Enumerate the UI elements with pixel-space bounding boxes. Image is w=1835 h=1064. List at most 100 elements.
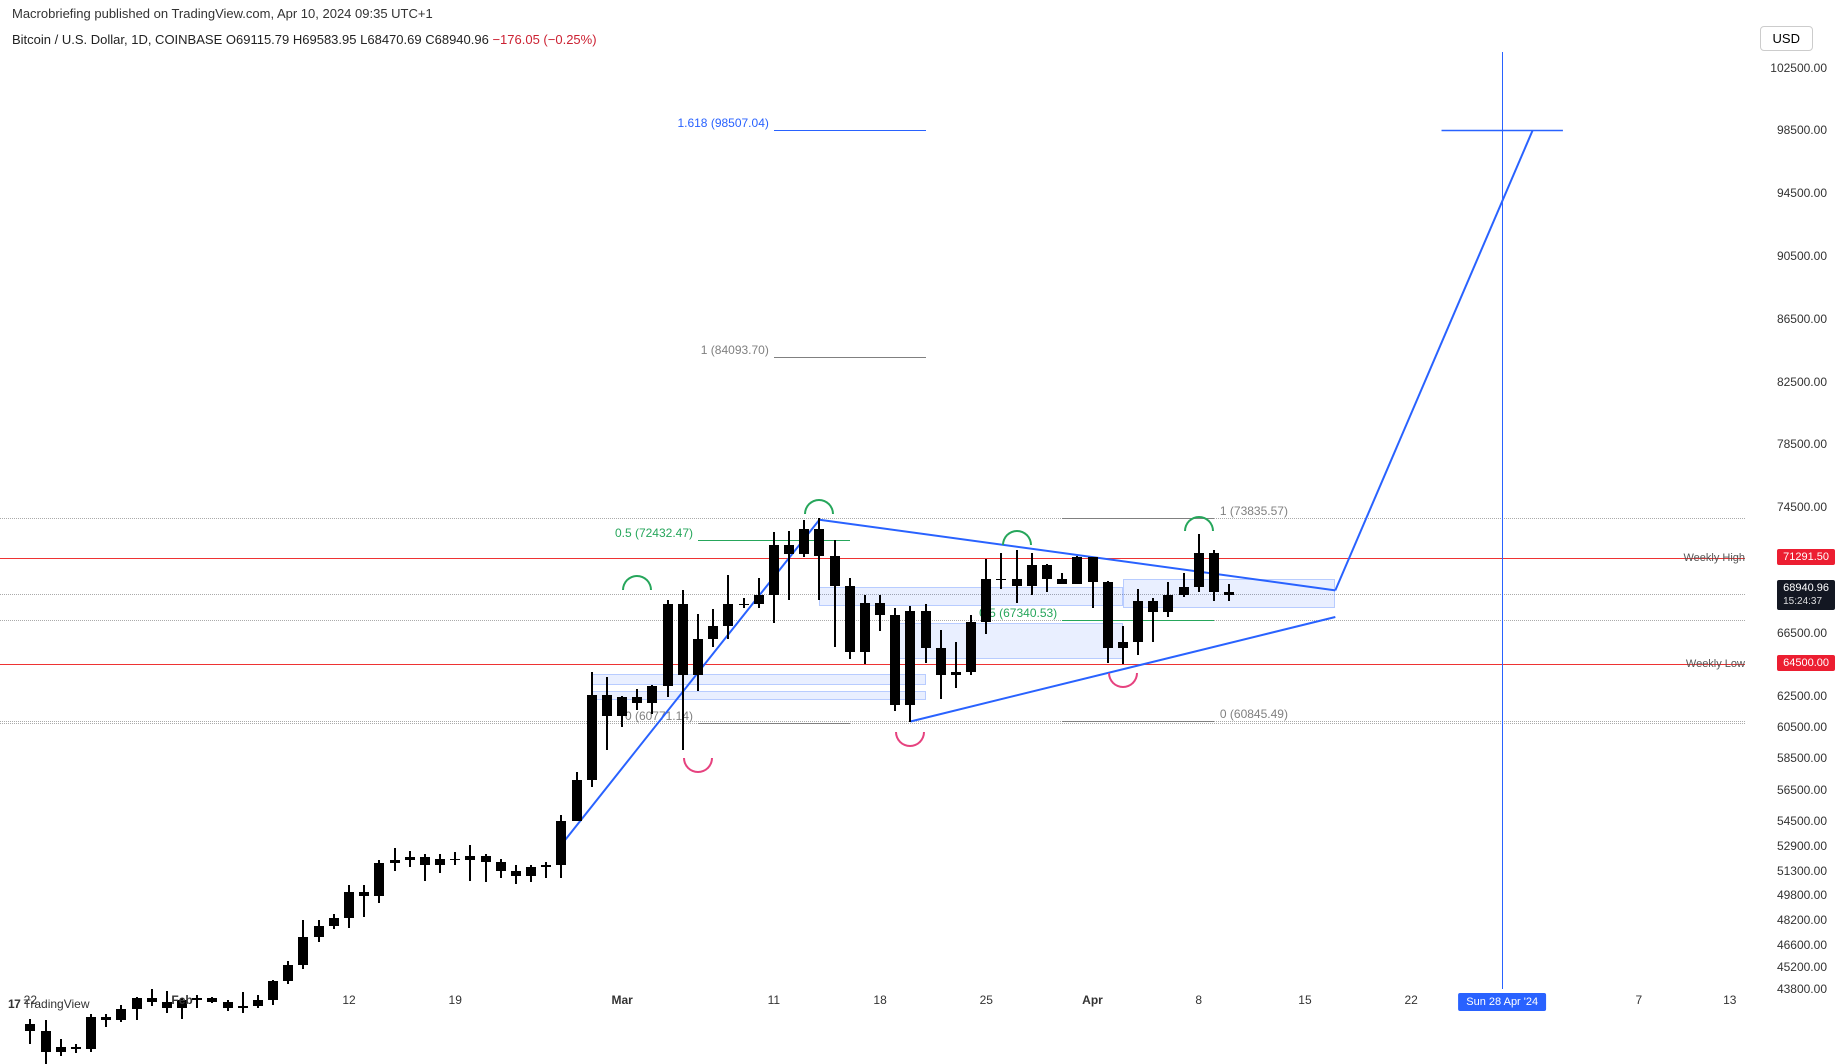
candle-body — [420, 857, 430, 865]
candle-body — [541, 865, 551, 867]
candle-wick — [682, 590, 684, 750]
candle-wick — [515, 865, 517, 884]
x-tick-label: 11 — [768, 993, 780, 1007]
y-tick-label: 58500.00 — [1777, 751, 1827, 765]
x-tick-label: 25 — [980, 993, 993, 1007]
weekly_low-label: Weekly Low — [1686, 658, 1745, 670]
candle-wick — [409, 851, 411, 867]
y-tick-label: 45200.00 — [1777, 960, 1827, 974]
candle-wick — [348, 885, 350, 927]
price-chart[interactable]: Weekly High 71291.50Weekly Low 64500.006… — [0, 52, 1745, 989]
x-tick-label: Apr — [1082, 993, 1103, 1007]
y-tick-label: 48200.00 — [1777, 913, 1827, 927]
candle-wick — [560, 815, 562, 878]
candle-wick — [287, 961, 289, 985]
candle-body — [1057, 579, 1067, 584]
candle-body — [101, 1017, 111, 1020]
candle-body — [769, 545, 779, 595]
x-axis[interactable]: 22Feb1219Mar111825Apr81522Sun 28 Apr '24… — [0, 993, 1745, 1013]
candle-body — [875, 603, 885, 616]
dotted-level — [0, 723, 1745, 724]
candle-body — [344, 892, 354, 919]
candle-wick — [818, 518, 820, 600]
candle-body — [465, 856, 475, 861]
candle-body — [678, 604, 688, 675]
weekly_high-line — [0, 558, 1745, 559]
y-tick-label: 49800.00 — [1777, 888, 1827, 902]
candle-wick — [454, 852, 456, 865]
candle-wick — [1152, 598, 1154, 642]
trend-lines — [0, 52, 1745, 989]
candle-body — [41, 1031, 51, 1051]
y-axis[interactable]: 102500.0098500.0094500.0090500.0086500.0… — [1747, 60, 1827, 989]
candle-body — [1194, 553, 1204, 588]
x-tick-label: 15 — [1298, 993, 1311, 1007]
ohlc-change: −176.05 (−0.25%) — [492, 32, 596, 47]
x-tick-label: Mar — [611, 993, 632, 1007]
candle-body — [1224, 592, 1234, 595]
fib-label: 1 (84093.70) — [644, 343, 769, 357]
y-tick-label: 43800.00 — [1777, 982, 1827, 996]
swing-arc — [622, 575, 652, 590]
candle-body — [617, 697, 627, 716]
ohlc-low: L68470.69 — [360, 32, 421, 47]
candle-wick — [576, 772, 578, 821]
candle-wick — [1122, 626, 1124, 664]
candle-body — [1072, 557, 1082, 584]
candle-wick — [758, 578, 760, 608]
candle-body — [1179, 587, 1189, 595]
candle-body — [526, 867, 536, 876]
y-tick-label: 74500.00 — [1777, 500, 1827, 514]
candle-body — [708, 626, 718, 639]
fib-label: 1 (73835.57) — [1220, 504, 1288, 518]
y-tick-label: 102500.00 — [1770, 61, 1827, 75]
tradingview-watermark: 17 TradingView — [8, 997, 90, 1011]
candle-wick — [591, 672, 593, 787]
candle-body — [390, 860, 400, 863]
candle-wick — [60, 1039, 62, 1056]
candle-wick — [1137, 589, 1139, 655]
y-tick-label: 51300.00 — [1777, 864, 1827, 878]
dotted-level — [0, 518, 1745, 519]
candle-body — [905, 611, 915, 705]
y-tick-label: 54500.00 — [1777, 814, 1827, 828]
swing-arc — [683, 758, 713, 773]
fib-label: 0 (60771.14) — [598, 709, 693, 723]
candle-wick — [302, 920, 304, 969]
candle-body — [830, 556, 840, 586]
candle-body — [359, 892, 369, 897]
currency-button[interactable]: USD — [1760, 26, 1813, 51]
candle-body — [374, 863, 384, 896]
candle-wick — [697, 614, 699, 691]
candle-wick — [1046, 564, 1048, 592]
candle-wick — [1107, 581, 1109, 663]
y-tick-label: 98500.00 — [1777, 123, 1827, 137]
candle-body — [739, 604, 749, 605]
x-tick-label: 8 — [1195, 993, 1202, 1007]
candle-wick — [318, 920, 320, 942]
candle-body — [71, 1047, 81, 1049]
candle-wick — [90, 1014, 92, 1052]
x-tick-label: 18 — [873, 993, 886, 1007]
candle-body — [996, 579, 1006, 580]
y-tick-label: 66500.00 — [1777, 626, 1827, 640]
candle-body — [450, 859, 460, 861]
swing-arc — [895, 732, 925, 747]
candle-wick — [1076, 556, 1078, 584]
candle-body — [693, 639, 703, 675]
x-tick-label: 12 — [342, 993, 355, 1007]
candle-wick — [105, 1014, 107, 1027]
candle-body — [845, 586, 855, 652]
candle-wick — [727, 575, 729, 639]
fib-label: 1.618 (98507.04) — [644, 116, 769, 130]
candle-wick — [864, 595, 866, 664]
fib-label: 0 (60845.49) — [1220, 707, 1288, 721]
candle-body — [1163, 595, 1173, 612]
candle-wick — [1061, 573, 1063, 584]
candle-body — [754, 595, 764, 604]
x-tick-label: 7 — [1635, 993, 1642, 1007]
support-zone — [592, 674, 926, 685]
candle-wick — [545, 862, 547, 878]
candle-wick — [955, 642, 957, 688]
x-tick-label: 19 — [449, 993, 462, 1007]
